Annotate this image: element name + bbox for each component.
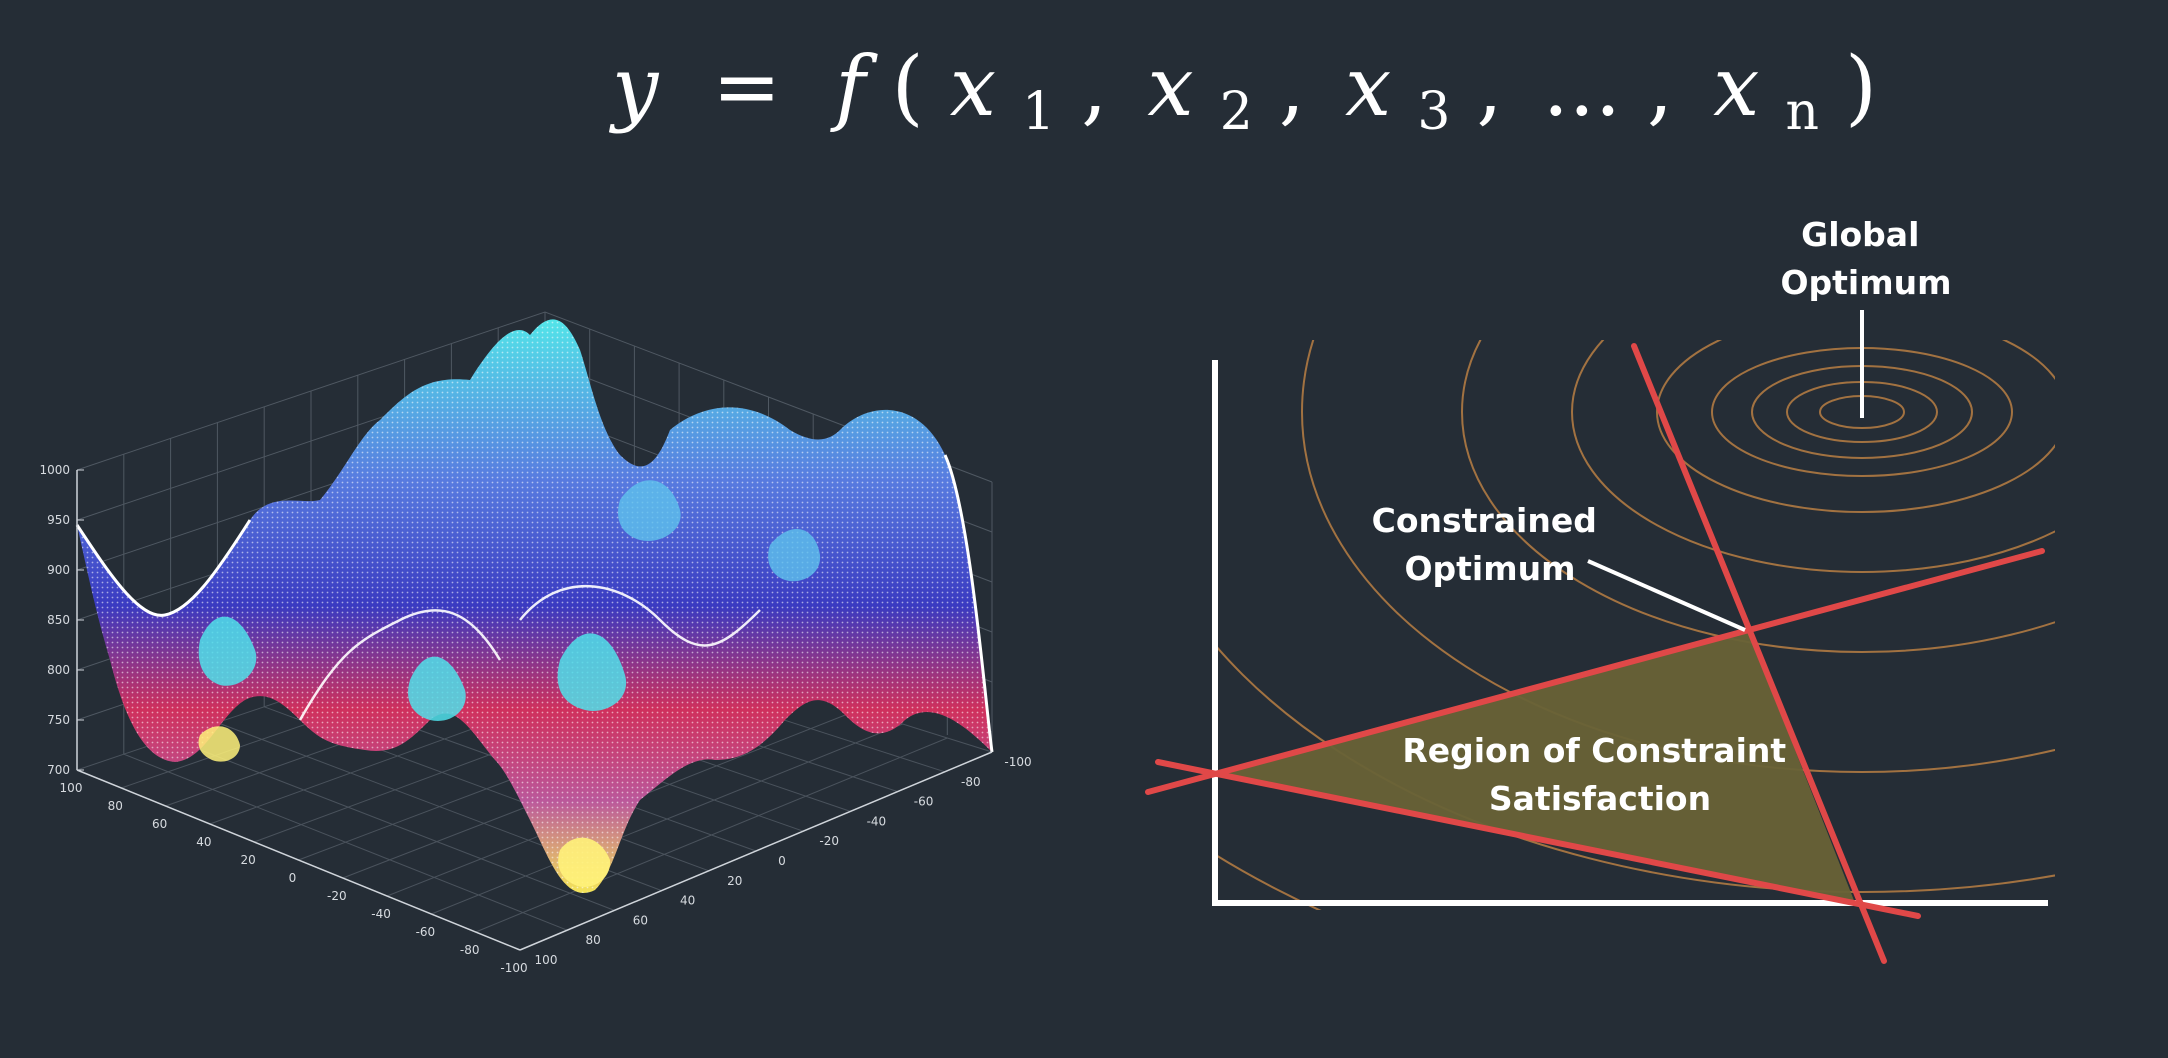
front-floor-axis: 100 80 60 40 20 0 -20 -40 -60 -80 -100 bbox=[519, 751, 1032, 967]
left-axis-tick-label: -20 bbox=[327, 889, 347, 903]
front-axis-tick-label: 80 bbox=[586, 933, 601, 947]
left-axis-tick-label: 0 bbox=[289, 871, 297, 885]
left-floor-axis: 100 80 60 40 20 0 -20 -40 -60 -80 -100 bbox=[60, 769, 528, 975]
front-axis-tick-label: -60 bbox=[914, 795, 934, 809]
front-axis-tick-label: -100 bbox=[1004, 755, 1031, 769]
z-tick-label: 900 bbox=[47, 563, 70, 577]
formula-ellipsis: ... bbox=[1543, 40, 1621, 135]
front-axis-tick-label: -20 bbox=[819, 834, 839, 848]
left-axis-tick-label: 40 bbox=[196, 835, 211, 849]
formula-func: f bbox=[829, 40, 878, 135]
z-tick-label: 1000 bbox=[39, 463, 70, 477]
constraint-line-3 bbox=[1631, 343, 1887, 964]
z-tick-label: 750 bbox=[47, 713, 70, 727]
constraint-lines bbox=[1145, 343, 2045, 964]
left-axis-tick-label: -60 bbox=[416, 925, 436, 939]
formula-equals: = bbox=[712, 40, 781, 135]
constraint-line-1 bbox=[1145, 548, 2045, 795]
constrained-optimum-label: Constrained Optimum bbox=[1372, 501, 1609, 588]
left-axis-tick-label: 60 bbox=[152, 817, 167, 831]
formula-comma-3: , bbox=[1477, 40, 1503, 135]
formula-comma-1: , bbox=[1081, 40, 1107, 135]
formula-sub-3: 3 bbox=[1417, 82, 1450, 142]
formula-sub-1: 1 bbox=[1022, 82, 1055, 142]
left-axis-tick-label: 100 bbox=[60, 781, 83, 795]
front-axis-tick-label: 100 bbox=[535, 953, 558, 967]
formula-sub-2: 2 bbox=[1220, 82, 1253, 142]
front-axis-tick-label: 0 bbox=[778, 854, 786, 868]
global-optimum-label: Global Optimum bbox=[1780, 215, 1951, 302]
feasible-region bbox=[1215, 630, 1855, 903]
front-axis-tick-label: 40 bbox=[680, 894, 695, 908]
left-axis-tick-label: -80 bbox=[460, 943, 480, 957]
left-axis-tick-label: 20 bbox=[241, 853, 256, 867]
formula-var-1: x bbox=[950, 40, 996, 135]
constrained-optimum-pointer bbox=[1587, 559, 1746, 632]
formula-comma-2: , bbox=[1279, 40, 1305, 135]
diagram-axes bbox=[1212, 360, 2048, 906]
z-tick-label: 950 bbox=[47, 513, 70, 527]
objective-contours bbox=[1215, 340, 2055, 910]
z-axis: 1000 950 900 850 800 750 700 bbox=[39, 463, 84, 777]
formula-sub-n: n bbox=[1785, 82, 1819, 142]
formula-var-3: x bbox=[1345, 40, 1391, 135]
front-axis-tick-label: -80 bbox=[961, 775, 981, 789]
front-axis-tick-label: 20 bbox=[727, 874, 742, 888]
region-label: Region of Constraint Satisfaction bbox=[1402, 731, 1797, 818]
formula-var-2: x bbox=[1147, 40, 1193, 135]
left-axis-tick-label: -40 bbox=[371, 907, 391, 921]
front-axis-tick-label: 60 bbox=[633, 913, 648, 927]
constraint-diagram: Global Optimum Constrained Optimum Regio… bbox=[1145, 215, 2055, 964]
left-axis-tick-label: -100 bbox=[500, 961, 527, 975]
left-axis-tick-label: 80 bbox=[108, 799, 123, 813]
formula-close-paren: ) bbox=[1845, 40, 1877, 135]
formula-var-n: x bbox=[1713, 40, 1759, 135]
surface-mesh bbox=[75, 319, 994, 893]
formula-open-paren: ( bbox=[892, 40, 924, 135]
svg-text:y = f (: y = f ( x 1 , x 2 , x 3 , ... , x n ) bbox=[608, 40, 1877, 149]
z-tick-label: 800 bbox=[47, 663, 70, 677]
z-tick-label: 850 bbox=[47, 613, 70, 627]
front-axis-tick-label: -40 bbox=[867, 814, 887, 828]
z-tick-label: 700 bbox=[47, 763, 70, 777]
formula: y = f ( x 1 , x 2 , x 3 , ... , x n ) bbox=[608, 40, 1877, 149]
formula-lhs: y bbox=[608, 40, 660, 135]
formula-comma-4: , bbox=[1647, 40, 1673, 135]
constraint-line-2 bbox=[1155, 759, 1921, 919]
